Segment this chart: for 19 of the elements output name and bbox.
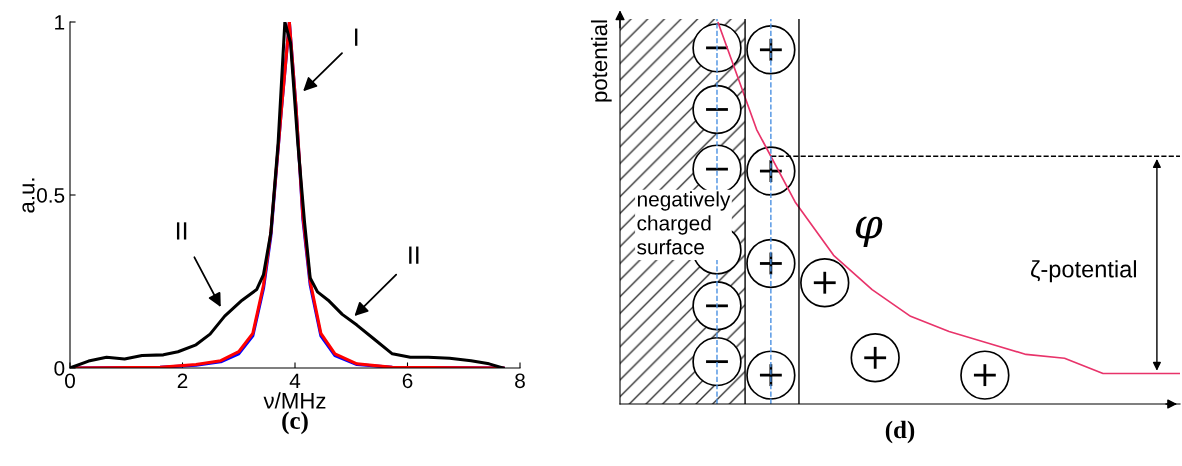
x-tick-label: 4 xyxy=(289,373,301,388)
text: (c) xyxy=(282,411,308,435)
text: (d) xyxy=(885,420,915,444)
y-axis-title: a.u. xyxy=(22,178,35,213)
x-tick-label: 0 xyxy=(65,373,75,389)
y-tick-label: 0.5 xyxy=(36,188,65,203)
y-axis-title: potential xyxy=(590,20,612,102)
annotation: ζ-potential xyxy=(1031,260,1136,283)
annotation: II xyxy=(409,246,419,264)
y-tick-label: 0 xyxy=(54,361,65,376)
annotation: negatively charged surface xyxy=(637,191,731,255)
annotation: II xyxy=(176,222,187,240)
x-tick-label: 8 xyxy=(515,373,525,389)
x-axis-title: ν/MHz xyxy=(263,392,326,409)
x-tick-label: 2 xyxy=(177,373,188,388)
x-tick-label: 6 xyxy=(402,373,413,389)
annotation: I xyxy=(355,28,358,46)
annotation: φ xyxy=(855,216,883,248)
y-tick-label: 1 xyxy=(55,15,65,30)
